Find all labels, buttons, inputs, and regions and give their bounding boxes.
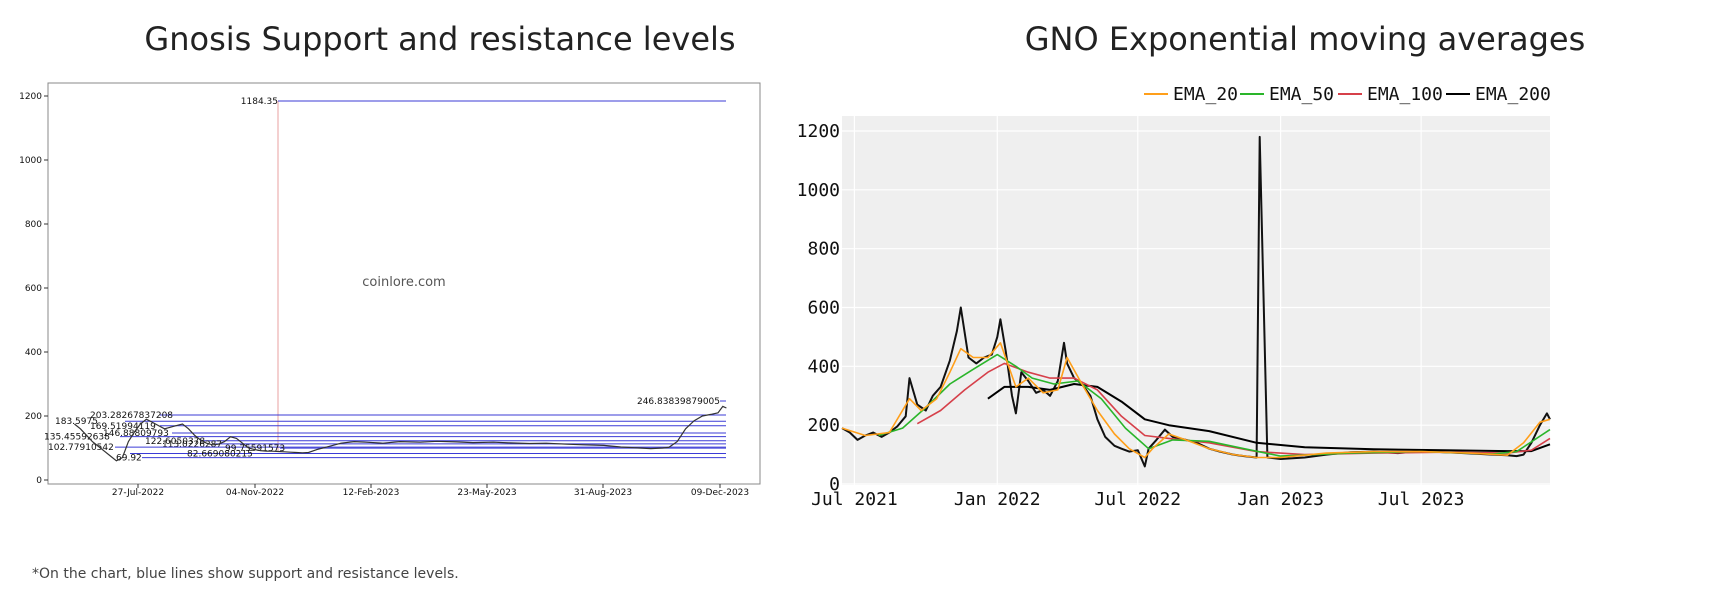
ema-y-tick-label: 600 [807, 298, 840, 319]
right-chart-title: GNO Exponential moving averages [1024, 20, 1586, 58]
legend-label: EMA_200 [1475, 84, 1551, 105]
left-x-tick-label: 09-Dec-2023 [691, 488, 749, 498]
left-y-tick-label: 1000 [19, 156, 42, 166]
level-label: 203.28267837208 [90, 411, 173, 421]
ema-y-tick-label: 400 [807, 356, 840, 377]
ema-y-tick-label: 800 [807, 239, 840, 260]
left-y-tick-label: 0 [36, 476, 42, 486]
chart-footnote: *On the chart, blue lines show support a… [32, 566, 459, 582]
ema-x-tick-label: Jul 2022 [1094, 489, 1181, 510]
watermark: coinlore.com [362, 275, 445, 290]
ema-y-tick-label: 1200 [797, 121, 840, 142]
left-chart-title: Gnosis Support and resistance levels [144, 20, 736, 58]
level-label: 102.77910542 [48, 443, 114, 453]
left-y-tick-label: 1200 [19, 92, 42, 102]
left-y-tick-label: 800 [25, 220, 42, 230]
level-label: 99.75591573 [225, 444, 285, 454]
legend-label: EMA_20 [1173, 84, 1238, 105]
level-label: 183.5975 [55, 417, 98, 427]
legend-label: EMA_100 [1367, 84, 1443, 105]
ema-x-tick-label: Jul 2023 [1378, 489, 1465, 510]
ema-plot-area [842, 116, 1550, 485]
ema-20-line [841, 342, 1551, 459]
ema-x-tick-label: Jan 2023 [1237, 489, 1324, 510]
level-label: 69.92 [116, 454, 142, 464]
ema-y-tick-label: 200 [807, 415, 840, 436]
ema-x-tick-label: Jan 2022 [954, 489, 1041, 510]
level-label: 113.0226287 [162, 440, 222, 450]
level-label: 246.83839879005 [637, 397, 720, 407]
left-y-tick-label: 600 [25, 284, 42, 294]
level-label: 135.45592638 [44, 433, 110, 443]
left-x-tick-label: 23-May-2023 [457, 488, 516, 498]
ema-x-tick-label: Jul 2021 [811, 489, 898, 510]
ema-y-tick-label: 0 [829, 474, 840, 495]
price-line [74, 405, 727, 462]
left-x-tick-label: 12-Feb-2023 [343, 488, 400, 498]
left-x-tick-label: 31-Aug-2023 [574, 488, 632, 498]
ema-200-line [987, 383, 1551, 453]
level-label: 122.6050378 [145, 437, 205, 447]
level-label: 82.669080215 [187, 450, 253, 460]
left-y-tick-label: 200 [25, 412, 42, 422]
left-x-tick-label: 27-Jul-2022 [112, 488, 164, 498]
legend-label: EMA_50 [1269, 84, 1334, 105]
level-label: 146.88809793 [103, 429, 169, 439]
ema-y-tick-label: 1000 [797, 180, 840, 201]
level-label: 1184.35 [241, 97, 278, 107]
level-label: 169.51994119 [90, 422, 156, 432]
left-y-tick-label: 400 [25, 348, 42, 358]
left-x-tick-label: 04-Nov-2022 [226, 488, 284, 498]
left-plot-frame [47, 82, 761, 485]
